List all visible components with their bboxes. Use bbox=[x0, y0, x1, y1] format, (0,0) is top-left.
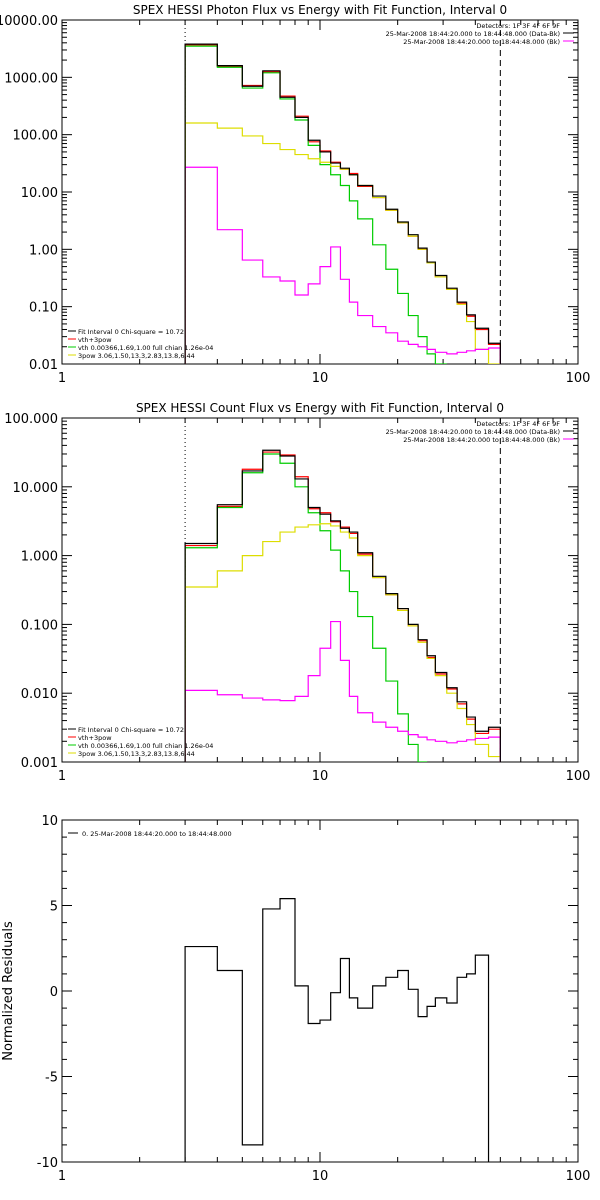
y-tick-label: 100.00 bbox=[13, 129, 59, 144]
y-tick-label: 10.00 bbox=[21, 186, 58, 201]
y-tick-label: 5 bbox=[50, 900, 58, 915]
y-tick-label: 1.000 bbox=[21, 550, 58, 565]
x-tick-label: 10 bbox=[312, 1169, 329, 1184]
count-chart-title: SPEX HESSI Count Flux vs Energy with Fit… bbox=[136, 401, 504, 415]
legend-entry: Fit Interval 0 Chi-square = 10.72 bbox=[78, 328, 184, 336]
x-tick-label: 100 bbox=[566, 769, 591, 784]
residuals-panel: 1 10 100 -10 -5 0 5 10 Normalized Residuals 0. 25… bbox=[1, 814, 590, 1184]
legend-entry: 25-Mar-2008 18:44:20.000 to 18:44:48.000… bbox=[403, 38, 560, 46]
series-count-vth-0-00366-1-69-1-00-full-chi bbox=[184, 453, 428, 762]
series-photon-3pow-3-06-1-50-13-3-2-83-13-8- bbox=[184, 122, 501, 364]
series-count-vth-3pow bbox=[184, 451, 501, 762]
series-count-color-000000 bbox=[184, 449, 501, 762]
x-tick-label: 10 bbox=[312, 769, 329, 784]
legend-entry: 25-Mar-2008 18:44:20.000 to 18:44:48.000… bbox=[386, 428, 560, 436]
photon-flux-panel: SPEX HESSI Photon Flux vs Energy with Fi… bbox=[0, 3, 590, 386]
y-tick-label: 0.10 bbox=[29, 301, 58, 316]
y-tick-label: 10.000 bbox=[13, 481, 59, 496]
series-photon-vth-3pow bbox=[184, 44, 501, 364]
residual-plot-frame bbox=[61, 819, 579, 1163]
legend-entry: Fit Interval 0 Chi-square = 10.72 bbox=[78, 726, 184, 734]
legend-entry: 3pow 3.06,1.50,13.3,2.83,13.8,6.44 bbox=[78, 352, 195, 360]
x-tick-label: 10 bbox=[312, 371, 329, 386]
series-photon-color-ff00ff bbox=[184, 166, 501, 364]
series-photon-color-000000 bbox=[184, 43, 501, 364]
y-tick-label: -5 bbox=[45, 1071, 58, 1086]
y-tick-label: 100.000 bbox=[4, 412, 58, 427]
x-tick-label: 1 bbox=[58, 769, 66, 784]
photon-chart-title: SPEX HESSI Photon Flux vs Energy with Fi… bbox=[133, 3, 507, 17]
y-tick-label: 0 bbox=[50, 985, 58, 1000]
y-tick-label: 1000.00 bbox=[4, 71, 58, 86]
x-tick-label: 100 bbox=[566, 1169, 591, 1184]
series-residual-0-25-mar-2008-18-44-20-000-to- bbox=[184, 898, 490, 1162]
legend-entry: Detectors: 1F 3F 4F 6F 9F bbox=[476, 420, 560, 428]
legend-entry: 0. 25-Mar-2008 18:44:20.000 to 18:44:48.… bbox=[82, 830, 232, 838]
series-photon-vth-0-00366-1-69-1-00-full-chi bbox=[184, 45, 447, 364]
y-tick-label: -10 bbox=[37, 1156, 58, 1171]
y-tick-label: 1.00 bbox=[29, 243, 58, 258]
x-tick-label: 100 bbox=[566, 371, 591, 386]
legend-entry: 25-Mar-2008 18:44:20.000 to 18:44:48.000… bbox=[403, 436, 560, 444]
series-count-3pow-3-06-1-50-13-3-2-83-13-8- bbox=[184, 523, 501, 762]
y-tick-label: 10 bbox=[41, 814, 58, 829]
legend-entry: 3pow 3.06,1.50,13.3,2.83,13.8,6.44 bbox=[78, 750, 195, 758]
series-count-color-ff00ff bbox=[184, 620, 501, 762]
legend-entry: vth+3pow bbox=[78, 336, 112, 344]
y-tick-label: 0.010 bbox=[21, 687, 58, 702]
x-tick-label: 1 bbox=[58, 1169, 66, 1184]
y-tick-label: 10000.00 bbox=[0, 14, 58, 29]
y-tick-label: 0.001 bbox=[21, 756, 58, 771]
legend-entry: 25-Mar-2008 18:44:20.000 to 18:44:48.000… bbox=[386, 30, 560, 38]
legend-entry: vth+3pow bbox=[78, 734, 112, 742]
y-tick-label: 0.01 bbox=[29, 358, 58, 373]
legend-entry: Detectors: 1F 3F 4F 6F 9F bbox=[476, 22, 560, 30]
y-tick-label: 0.100 bbox=[21, 618, 58, 633]
residual-y-axis-label: Normalized Residuals bbox=[1, 921, 16, 1061]
legend-entry: vth 0.00366,1.69,1.00 full chian 1.26e-0… bbox=[78, 742, 213, 750]
x-tick-label: 1 bbox=[58, 371, 66, 386]
count-flux-panel: SPEX HESSI Count Flux vs Energy with Fit… bbox=[4, 401, 590, 784]
legend-entry: vth 0.00366,1.69,1.00 full chian 1.26e-0… bbox=[78, 344, 213, 352]
